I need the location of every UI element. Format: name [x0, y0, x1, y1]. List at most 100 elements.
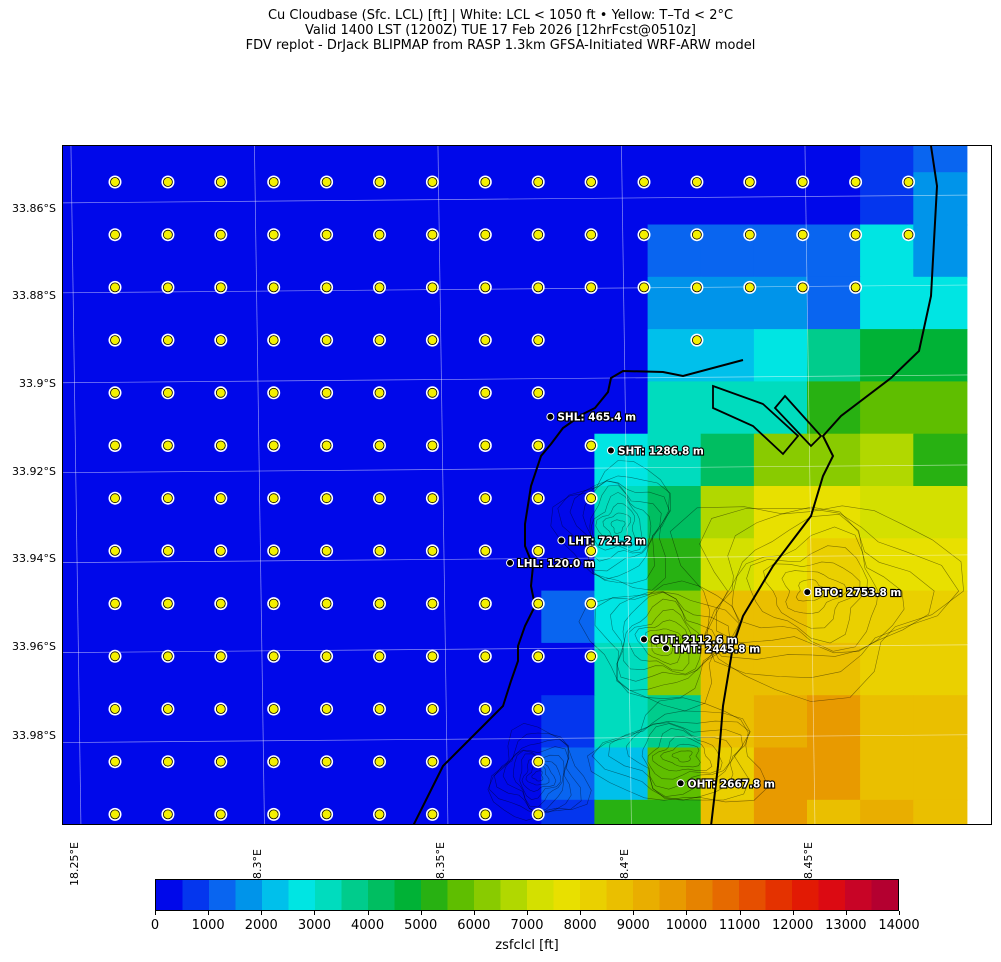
saturation-marker	[268, 493, 279, 504]
saturation-marker	[850, 282, 861, 293]
saturation-marker	[215, 704, 226, 714]
lcl-cell	[169, 433, 224, 487]
saturation-marker	[480, 440, 491, 451]
lcl-cell	[222, 329, 277, 383]
lcl-cell	[753, 381, 808, 435]
lcl-cell	[700, 538, 755, 592]
colorbar-label: zsfclcl [ft]	[495, 938, 559, 953]
saturation-marker	[163, 545, 173, 556]
graticule-lat	[63, 734, 991, 743]
colorbar-tick-label: 2000	[244, 918, 278, 933]
map-panel[interactable]: SHL: 465.4 m SHT: 1286.8 m LHT: 721.2 m LHL…	[62, 145, 992, 825]
lcl-cell	[594, 695, 649, 749]
lcl-cell	[860, 381, 915, 435]
lcl-cell	[913, 590, 968, 644]
saturation-marker	[163, 598, 173, 609]
saturation-marker	[110, 493, 120, 504]
lcl-cell	[381, 747, 436, 801]
lcl-cell	[541, 381, 596, 435]
lcl-cell	[169, 538, 224, 592]
coastline	[412, 146, 939, 824]
lcl-cell	[328, 747, 383, 801]
lat-label-4: 33.92°S	[12, 465, 56, 478]
lcl-cell	[913, 695, 968, 749]
saturation-marker	[533, 809, 544, 820]
lcl-cell	[647, 799, 702, 824]
saturation-marker	[374, 335, 385, 346]
lcl-cell	[116, 146, 171, 174]
place-label: SHL: 465.4 m	[557, 412, 636, 424]
place-markers: SHL: 465.4 m SHT: 1286.8 m LHT: 721.2 m LHL…	[506, 411, 903, 791]
place-label: BTO: 2753.8 m	[814, 587, 901, 599]
colorbar-swatch	[182, 880, 210, 910]
colorbar-tick-mark	[261, 911, 263, 915]
lcl-cell	[488, 747, 543, 801]
saturation-marker	[480, 229, 491, 240]
saturation-marker	[215, 598, 226, 609]
terrain-contour	[641, 723, 732, 790]
saturation-marker	[692, 177, 702, 187]
lcl-cell	[807, 747, 862, 801]
terrain-contour	[602, 512, 632, 541]
lcl-cell	[753, 799, 808, 824]
graticule-lat	[63, 374, 991, 384]
lcl-grid-cells	[63, 146, 968, 824]
lcl-cell	[860, 433, 915, 487]
graticule-lon	[70, 146, 82, 824]
terrain-contour	[644, 628, 682, 657]
colorbar-swatch	[606, 880, 634, 910]
saturation-marker	[163, 387, 173, 398]
lcl-cell	[753, 695, 808, 749]
place-label: LHL: 120.0 m	[517, 558, 595, 570]
saturation-marker	[427, 282, 438, 293]
lcl-cell	[435, 747, 490, 801]
colorbar-swatch	[871, 880, 899, 910]
saturation-marker	[321, 335, 332, 346]
lcl-cell	[116, 799, 171, 824]
saturation-marker	[268, 440, 279, 451]
lcl-cell	[647, 695, 702, 749]
saturation-marker	[321, 229, 332, 240]
lcl-cell	[116, 381, 171, 435]
lcl-cell	[63, 695, 118, 749]
terrain-contour	[627, 608, 692, 671]
saturation-marker	[321, 704, 332, 714]
saturation-marker	[586, 282, 596, 293]
lcl-cell	[700, 747, 755, 801]
lcl-cell	[63, 486, 118, 540]
saturation-marker	[744, 282, 755, 293]
saturation-marker	[427, 229, 438, 240]
saturation-marker	[480, 809, 491, 820]
lcl-cell	[169, 799, 224, 824]
terrain-contour	[703, 506, 935, 660]
colorbar-swatch	[553, 880, 581, 910]
saturation-marker	[692, 282, 702, 293]
lcl-cell	[63, 433, 118, 487]
lcl-cell	[541, 329, 596, 383]
lcl-cell	[541, 642, 596, 697]
map-canvas[interactable]: SHL: 465.4 m SHT: 1286.8 m LHT: 721.2 m LHL…	[63, 146, 992, 825]
lon-label-3: 18.35°E	[434, 842, 447, 886]
saturation-marker	[215, 282, 226, 293]
saturation-marker	[639, 282, 649, 293]
lcl-cell	[913, 433, 968, 487]
place-dot	[557, 536, 566, 545]
saturation-marker	[215, 493, 226, 504]
lcl-cell	[753, 590, 808, 644]
lcl-cell	[328, 590, 383, 644]
colorbar-swatch	[845, 880, 873, 910]
terrain-contour	[487, 722, 592, 821]
lcl-cell	[222, 799, 277, 824]
graticule-lon	[804, 146, 816, 824]
lcl-cell	[63, 538, 118, 592]
lcl-cell	[116, 172, 171, 226]
saturation-marker	[427, 704, 438, 714]
title-line-2: Valid 1400 LST (1200Z) TUE 17 Feb 2026 […	[304, 23, 697, 38]
lcl-cell	[488, 695, 543, 749]
lcl-cell	[275, 695, 330, 749]
lcl-cell	[860, 276, 915, 331]
saturation-marker	[374, 177, 385, 187]
colorbar-swatch	[500, 880, 528, 910]
saturation-marker	[110, 440, 120, 451]
lcl-cell	[594, 799, 649, 824]
